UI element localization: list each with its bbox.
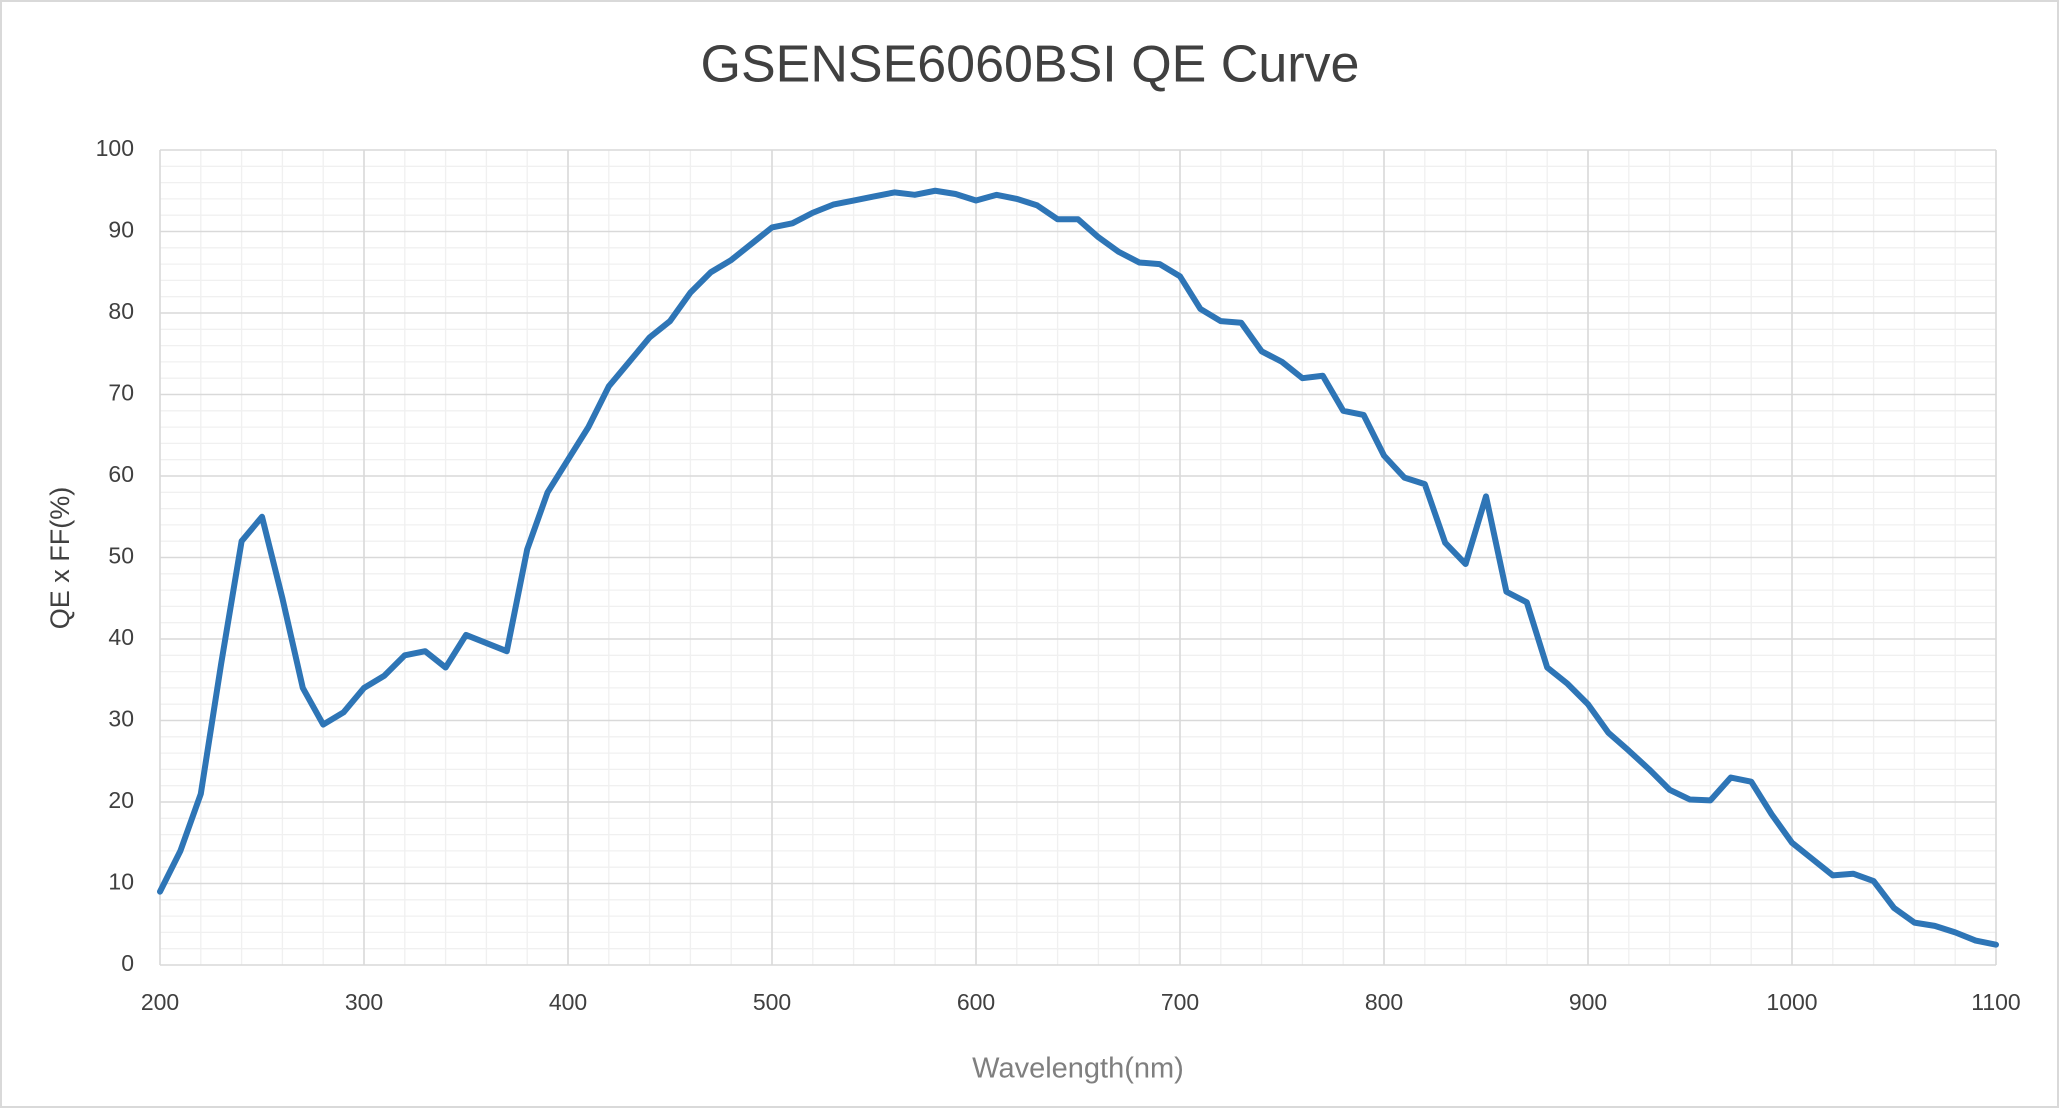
x-tick-label: 1000 [1766,989,1817,1015]
x-tick-label: 900 [1569,989,1607,1015]
y-tick-label: 40 [108,624,134,650]
x-tick-label: 1100 [1971,989,2020,1015]
x-tick-label: 600 [957,989,995,1015]
x-tick-label: 500 [753,989,791,1015]
y-tick-label: 0 [121,950,134,976]
y-tick-label: 80 [108,298,134,324]
x-tick-label: 300 [345,989,383,1015]
y-tick-label: 10 [108,869,134,895]
y-tick-label: 30 [108,706,134,732]
x-tick-label: 700 [1161,989,1199,1015]
y-tick-label: 50 [108,543,134,569]
chart-title: GSENSE6060BSI QE Curve [701,36,1360,94]
y-tick-label: 20 [108,787,134,813]
y-tick-label: 60 [108,461,134,487]
x-axis-title: Wavelength(nm) [972,1053,1184,1085]
x-tick-label: 400 [549,989,587,1015]
y-tick-label: 70 [108,380,134,406]
x-tick-label: 800 [1365,989,1403,1015]
y-tick-label: 100 [96,135,134,161]
y-axis-title: QE x FF(%) [45,487,75,630]
grid [159,149,1997,966]
data-line [157,187,1999,948]
x-tick-label: 200 [141,989,179,1015]
y-tick-label: 90 [108,217,134,243]
